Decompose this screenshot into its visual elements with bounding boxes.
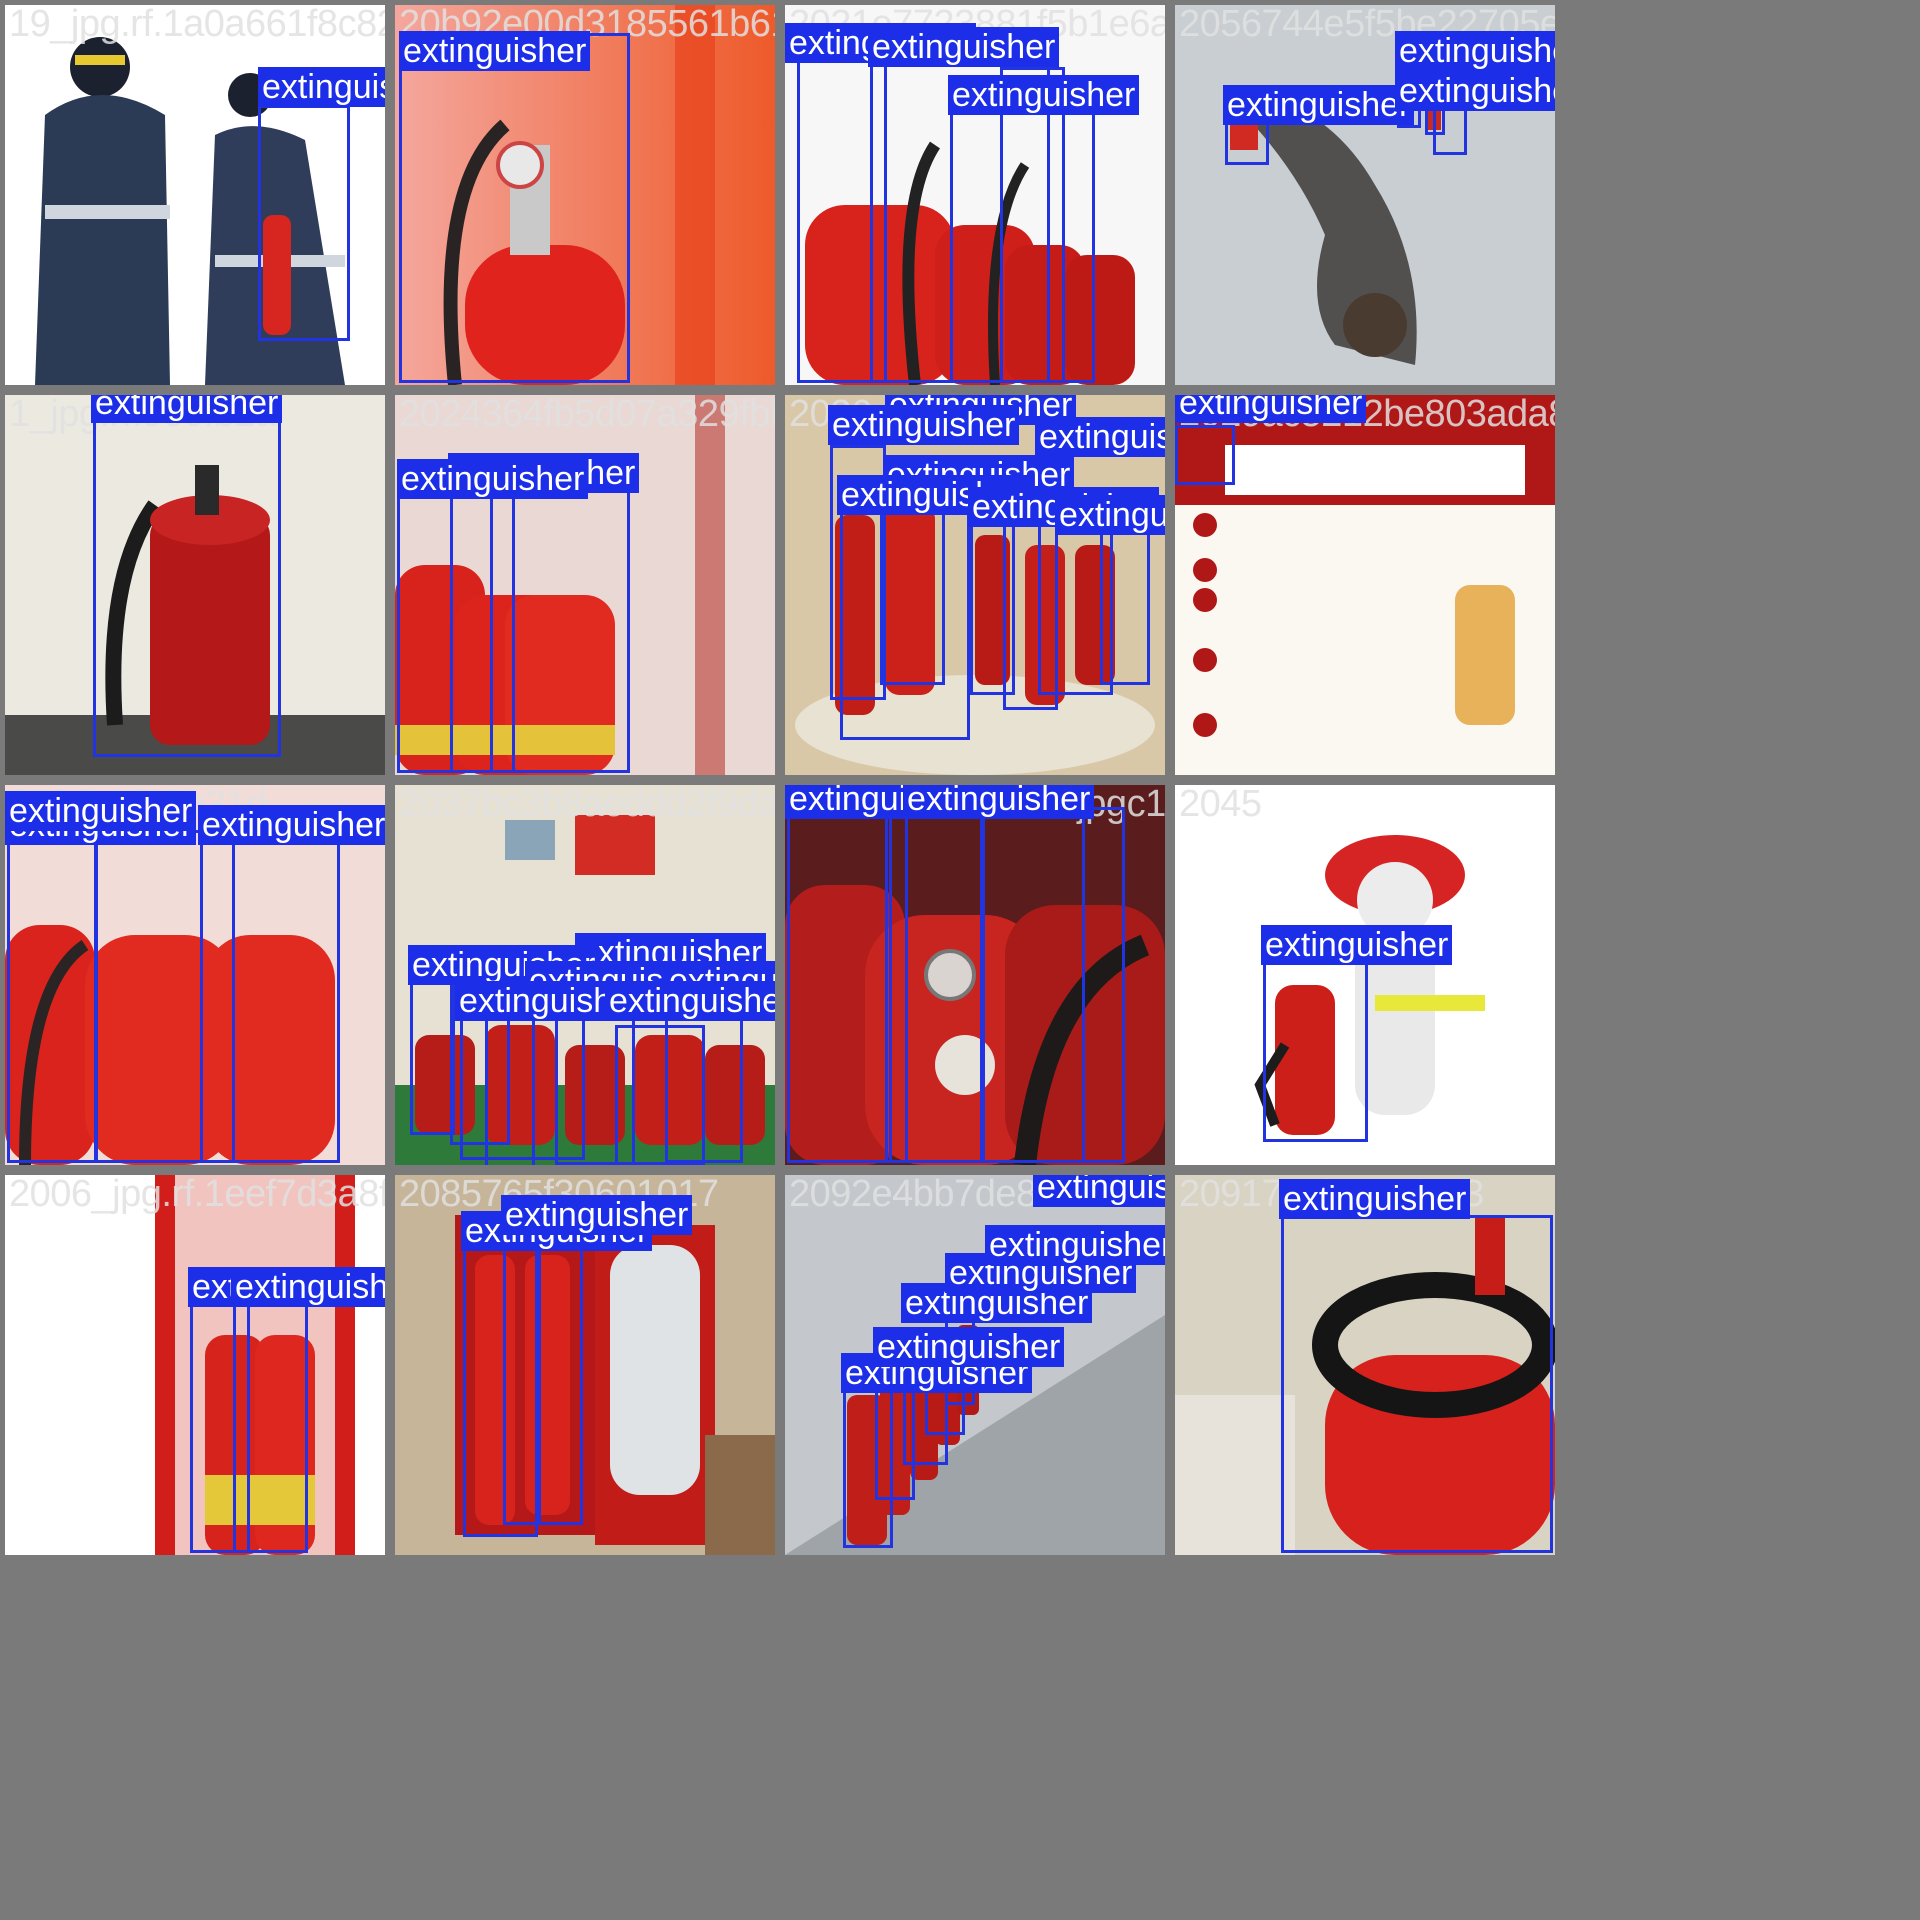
bounding-box xyxy=(787,805,892,1163)
box-label: extinguisher xyxy=(873,1327,1065,1367)
tile-5: 1_jpg.rf.9e0fb2a extinguisher xyxy=(5,395,385,775)
bounding-box xyxy=(7,830,97,1163)
tile-14: 2085765f30601017 extinguisher extinguish… xyxy=(395,1175,775,1555)
box-label: extinguisher xyxy=(501,1195,693,1235)
tile-3: 2021e7723881f5b1e6a3ede extinguisher ext… xyxy=(785,5,1165,385)
photo-crowded-cylinders xyxy=(785,785,1165,1165)
photo-3d-figure xyxy=(1175,785,1555,1165)
tile-16: 2091738jpc46f413 extinguisher xyxy=(1175,1175,1555,1555)
box-label: extinguisher xyxy=(828,405,1020,445)
bounding-box xyxy=(830,445,886,700)
box-label: extinguisher xyxy=(868,27,1060,67)
bounding-box xyxy=(490,487,630,773)
bounding-box xyxy=(410,960,455,1135)
photo-hose-closeup xyxy=(1175,1175,1555,1555)
tile-13: 2006_jpg.rf.1eef7d3a8feef9e20857 extingu… xyxy=(5,1175,385,1555)
tile-10: 2037bc3b8aeddd2f9da6 extinguisher exting… xyxy=(395,785,775,1165)
box-label: extinguisher xyxy=(1035,417,1165,457)
tile-6: 2024364fb5d07a329fbb31808f6 extinguisher… xyxy=(395,395,775,775)
box-label: extinguisher xyxy=(399,31,591,71)
bounding-box xyxy=(93,420,281,757)
bounding-box xyxy=(665,1005,743,1163)
photo-extinguisher-row-3 xyxy=(5,785,385,1165)
bounding-box xyxy=(615,1025,705,1165)
box-label: extinguisher xyxy=(1395,71,1555,111)
bounding-box xyxy=(1263,960,1368,1142)
photo-wall-cabinet xyxy=(5,1175,385,1555)
box-label: extinguisher xyxy=(198,805,385,845)
bounding-box xyxy=(233,1300,308,1553)
box-label: extinguisher xyxy=(1055,495,1165,535)
tile-15: 2092e4bb7de8f extinguisher extinguisher … xyxy=(785,1175,1165,1555)
photo-extinguisher-row xyxy=(785,5,1165,385)
bounding-box xyxy=(840,510,970,740)
tile-2: 20b92e00d3185561b615968a extinguisher xyxy=(395,5,775,385)
bounding-box xyxy=(399,33,630,383)
bounding-box xyxy=(1100,520,1150,685)
bounding-box xyxy=(200,840,340,1163)
bounding-box xyxy=(1281,1215,1553,1553)
photo-poster xyxy=(1175,395,1555,775)
tile-4: 2056744e5f5be22705e59e3 extinguisher ext… xyxy=(1175,5,1555,385)
tile-7: 2026 extinguisher extinguisher extinguis… xyxy=(785,395,1165,775)
box-label: extinguisher xyxy=(397,459,589,499)
bounding-box xyxy=(1175,425,1235,485)
box-label: extinguisher xyxy=(903,785,1095,819)
tile-1: 19_jpg.rf.1a0a661f8c82979f extinguisher xyxy=(5,5,385,385)
box-label: extinguisher xyxy=(1261,925,1453,965)
box-label: extinguisher xyxy=(258,67,385,107)
box-label: extinguisher xyxy=(985,1225,1165,1265)
box-label: extinguisher xyxy=(1175,395,1367,423)
bounding-box xyxy=(1000,67,1065,383)
box-label: extinguisher xyxy=(5,791,197,831)
box-label: extinguisher xyxy=(1395,31,1555,71)
tile-11: 2041b4e78fdf789jpgc1d0403f4eaf5f4d3d17 e… xyxy=(785,785,1165,1165)
box-label: extinguisher xyxy=(91,395,283,423)
tile-12: 2045 extinguisher xyxy=(1175,785,1555,1165)
bounding-box xyxy=(535,1245,583,1525)
box-label: extinguisher xyxy=(948,75,1140,115)
bounding-box xyxy=(980,807,1125,1163)
box-label: extinguisher xyxy=(605,981,775,1021)
box-label: extinguisher xyxy=(1033,1175,1165,1207)
box-label: extinguisher xyxy=(231,1267,385,1307)
tile-9: 2031bbf33b31d extinguisher extinguisher … xyxy=(5,785,385,1165)
tile-8: 2029ac5212be803ada89d extinguisher xyxy=(1175,395,1555,775)
box-label: extinguisher xyxy=(1279,1179,1471,1219)
bounding-box xyxy=(258,105,350,341)
bounding-box xyxy=(1433,105,1467,155)
photo-single-cylinder xyxy=(5,395,385,775)
box-label: extinguisher xyxy=(1223,85,1415,125)
